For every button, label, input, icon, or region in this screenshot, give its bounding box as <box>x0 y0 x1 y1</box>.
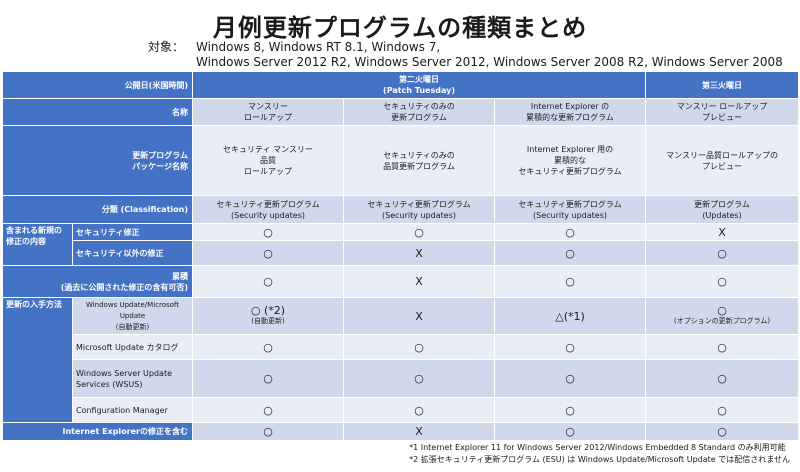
cell-windows-update-3: △(*1) <box>493 297 647 335</box>
table-row: Windows Server Update Services (WSUS) ○ ○… <box>3 359 800 398</box>
cell-catalog-2: ○ <box>343 334 495 360</box>
table-row: Microsoft Update カタログ ○ ○ ○ ○ <box>3 334 800 360</box>
row-label-security-fix: セキュリティ修正 <box>72 223 193 241</box>
cell-cumulative-1: ○ <box>192 265 344 298</box>
row-label-catalog: Microsoft Update カタログ <box>72 334 193 360</box>
table-row: 更新の入手方法 Windows Update/Microsoft Update (自… <box>2 297 800 423</box>
footnote-1: *1 Internet Explorer 11 for Windows Serv… <box>409 443 786 452</box>
target-label: 対象： <box>148 40 185 54</box>
cell-name-1: マンスリー ロールアップ <box>192 98 344 126</box>
cell-nonsecurity-fix-4: ○ <box>645 240 800 266</box>
cell-name-2: セキュリティのみの 更新プログラム <box>343 98 495 126</box>
cell-windows-update-4-mark: ○ <box>717 304 727 317</box>
cell-windows-update-1-mark: ○ (*2) <box>250 304 286 317</box>
cell-windows-update-4: ○ (オプションの更新プログラム) <box>645 297 800 335</box>
cell-ie-fix-1: ○ <box>192 422 344 441</box>
cell-name-4: マンスリー ロールアップ プレビュー <box>645 98 800 126</box>
group-included-fixes: 含まれる新規の 修正の内容 <box>2 223 73 266</box>
cell-security-fix-2: ○ <box>343 223 495 241</box>
cell-catalog-4: ○ <box>645 334 800 360</box>
footnotes: *1 Internet Explorer 11 for Windows Serv… <box>409 442 790 466</box>
page-title: 月例更新プログラムの種類まとめ <box>212 14 588 42</box>
table-row: 名称 マンスリー ロールアップ セキュリティのみの 更新プログラム Internet… <box>2 98 800 126</box>
row-label-configmgr: Configuration Manager <box>72 397 193 423</box>
header-third-tuesday: 第三火曜日 <box>645 71 800 99</box>
cell-configmgr-2: ○ <box>343 397 495 423</box>
cell-wsus-2: ○ <box>343 359 495 398</box>
cell-classification-3: セキュリティ更新プログラム (Security updates) <box>493 195 647 224</box>
cell-security-fix-3: ○ <box>493 223 647 241</box>
cell-classification-4: 更新プログラム (Updates) <box>645 195 800 224</box>
cell-package-2: セキュリティのみの 品質更新プログラム <box>343 125 495 196</box>
row-label-ie-fix: Internet Explorerの修正を含む <box>2 422 193 441</box>
cell-cumulative-4: ○ <box>645 265 800 298</box>
row-label-cumulative: 累積 (過去に公開された修正の含有可否) <box>2 265 193 298</box>
group-acquisition-method: 更新の入手方法 <box>2 297 73 423</box>
cell-classification-2: セキュリティ更新プログラム (Security updates) <box>343 195 495 224</box>
table-row: Internet Explorerの修正を含む ○ X ○ ○ <box>2 422 800 441</box>
header-publish-date: 公開日(米国時間) <box>2 71 193 99</box>
table-row: 累積 (過去に公開された修正の含有可否) ○ X ○ ○ <box>2 265 800 298</box>
cell-configmgr-3: ○ <box>493 397 647 423</box>
cell-nonsecurity-fix-1: ○ <box>192 240 344 266</box>
cell-package-1: セキュリティ マンスリー 品質 ロールアップ <box>192 125 344 196</box>
cell-classification-1: セキュリティ更新プログラム (Security updates) <box>192 195 344 224</box>
cell-ie-fix-3: ○ <box>493 422 647 441</box>
cell-wsus-1: ○ <box>192 359 344 398</box>
header-second-tuesday-label: 第二火曜日 <box>399 75 440 84</box>
cell-package-4: マンスリー品質ロールアップの プレビュー <box>645 125 800 196</box>
table-row: Configuration Manager ○ ○ ○ ○ <box>3 397 800 423</box>
cell-windows-update-4-sub: (オプションの更新プログラム) <box>673 317 771 325</box>
cell-package-3: Internet Explorer 用の 累積的な セキュリティ更新プログラム <box>493 125 647 196</box>
row-label-nonsecurity-fix: セキュリティ以外の修正 <box>72 240 193 266</box>
cell-name-3: Internet Explorer の累積的な更新プログラム <box>493 98 647 126</box>
cell-cumulative-3: ○ <box>493 265 647 298</box>
table-row: 更新プログラム パッケージ名称 セキュリティ マンスリー 品質 ロールアップ セキュリ… <box>2 125 800 196</box>
cell-security-fix-4: X <box>645 223 800 241</box>
cell-ie-fix-2: X <box>343 422 495 441</box>
cell-catalog-1: ○ <box>192 334 344 360</box>
row-label-package: 更新プログラム パッケージ名称 <box>2 125 193 196</box>
cell-nonsecurity-fix-3: ○ <box>493 240 647 266</box>
table-row: セキュリティ以外の修正 ○ X ○ ○ <box>3 240 800 266</box>
target-line-1: Windows 8, Windows RT 8.1, Windows 7, <box>196 40 441 54</box>
cell-wsus-4: ○ <box>645 359 800 398</box>
cell-configmgr-1: ○ <box>192 397 344 423</box>
header-row: 公開日(米国時間) 第二火曜日 (Patch Tuesday) 第三火曜日 <box>2 71 800 99</box>
footnote-2: *2 拡張セキュリティ更新プログラム (ESU) は Windows Updat… <box>409 455 790 464</box>
cell-windows-update-1: ○ (*2) (自動更新) <box>192 297 344 335</box>
table-row: 含まれる新規の 修正の内容 セキュリティ修正 ○ ○ ○ X <box>2 223 800 266</box>
table-row: 分類 (Classification) セキュリティ更新プログラム (Securi… <box>2 195 800 224</box>
cell-configmgr-4: ○ <box>645 397 800 423</box>
row-label-windows-update: Windows Update/Microsoft Update (自動更新) <box>72 297 193 335</box>
cell-cumulative-2: X <box>343 265 495 298</box>
cell-catalog-3: ○ <box>493 334 647 360</box>
target-line-2: Windows Server 2012 R2, Windows Server 2… <box>196 55 783 69</box>
update-types-table: 公開日(米国時間) 第二火曜日 (Patch Tuesday) 第三火曜日 名称… <box>2 71 800 441</box>
target-os-list: 対象： Windows 8, Windows RT 8.1, Windows 7,… <box>148 40 783 70</box>
cell-nonsecurity-fix-2: X <box>343 240 495 266</box>
header-patch-tuesday-label: (Patch Tuesday) <box>383 86 455 95</box>
cell-ie-fix-4: ○ <box>645 422 800 441</box>
cell-wsus-3: ○ <box>493 359 647 398</box>
row-label-classification: 分類 (Classification) <box>2 195 193 224</box>
row-label-wsus: Windows Server Update Services (WSUS) <box>72 359 193 398</box>
cell-windows-update-1-sub: (自動更新) <box>251 317 285 325</box>
cell-security-fix-1: ○ <box>192 223 344 241</box>
row-label-name: 名称 <box>2 98 193 126</box>
header-second-tuesday: 第二火曜日 (Patch Tuesday) <box>191 71 647 99</box>
cell-windows-update-2: X <box>343 297 495 335</box>
